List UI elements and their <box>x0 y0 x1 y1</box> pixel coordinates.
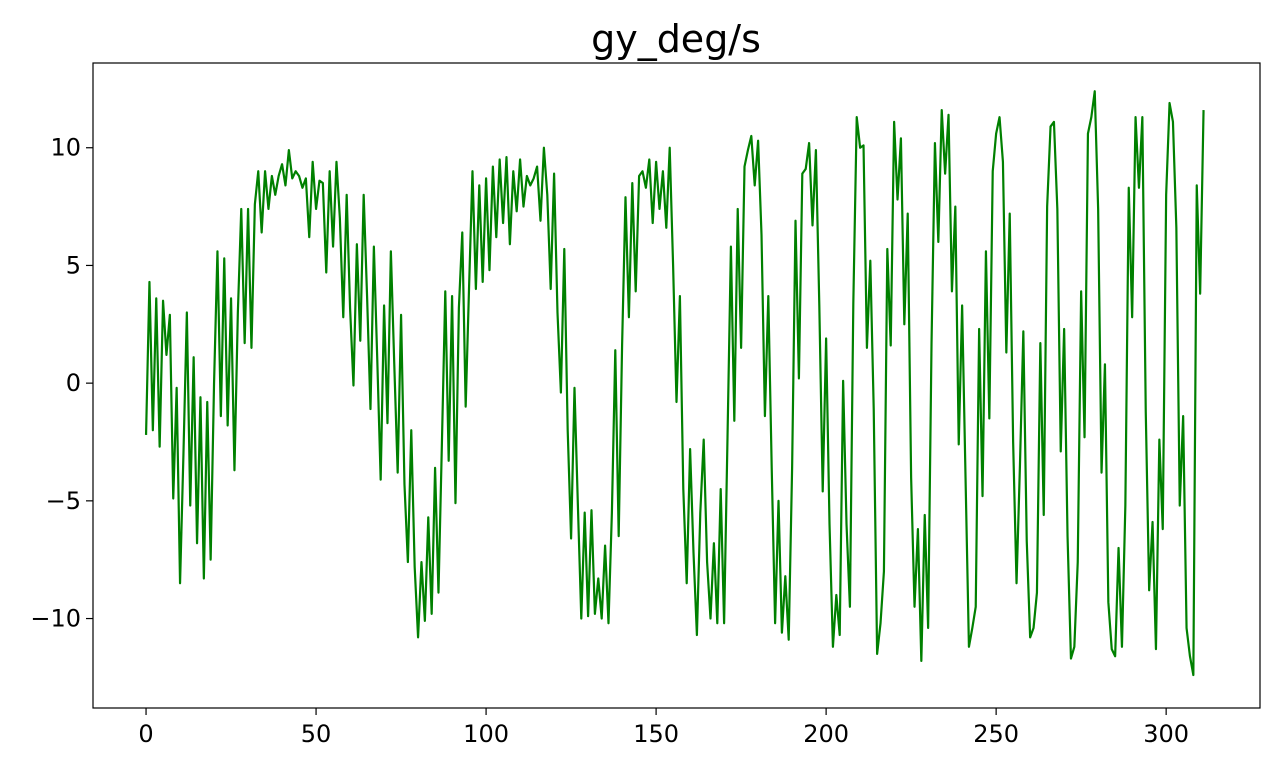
x-tick-label: 100 <box>463 720 509 748</box>
x-axis: 0 50 100 150 200 250 300 <box>138 708 1189 748</box>
y-axis: −10 −5 0 5 10 <box>30 134 93 633</box>
y-tick-label: −10 <box>30 605 81 633</box>
plot-frame <box>92 62 1261 709</box>
x-tick-label: 250 <box>973 720 1019 748</box>
y-tick-label: −5 <box>46 487 81 515</box>
series-line-0 <box>144 90 1205 677</box>
y-tick-label: 5 <box>66 251 81 279</box>
chart-title: gy_deg/s <box>591 17 761 61</box>
plot-area <box>144 90 1205 677</box>
x-tick-label: 50 <box>301 720 332 748</box>
x-tick-label: 300 <box>1143 720 1189 748</box>
y-tick-label: 10 <box>50 134 81 162</box>
x-tick-label: 150 <box>633 720 679 748</box>
x-tick-label: 0 <box>138 720 153 748</box>
x-tick-label: 200 <box>803 720 849 748</box>
y-tick-label: 0 <box>66 369 81 397</box>
